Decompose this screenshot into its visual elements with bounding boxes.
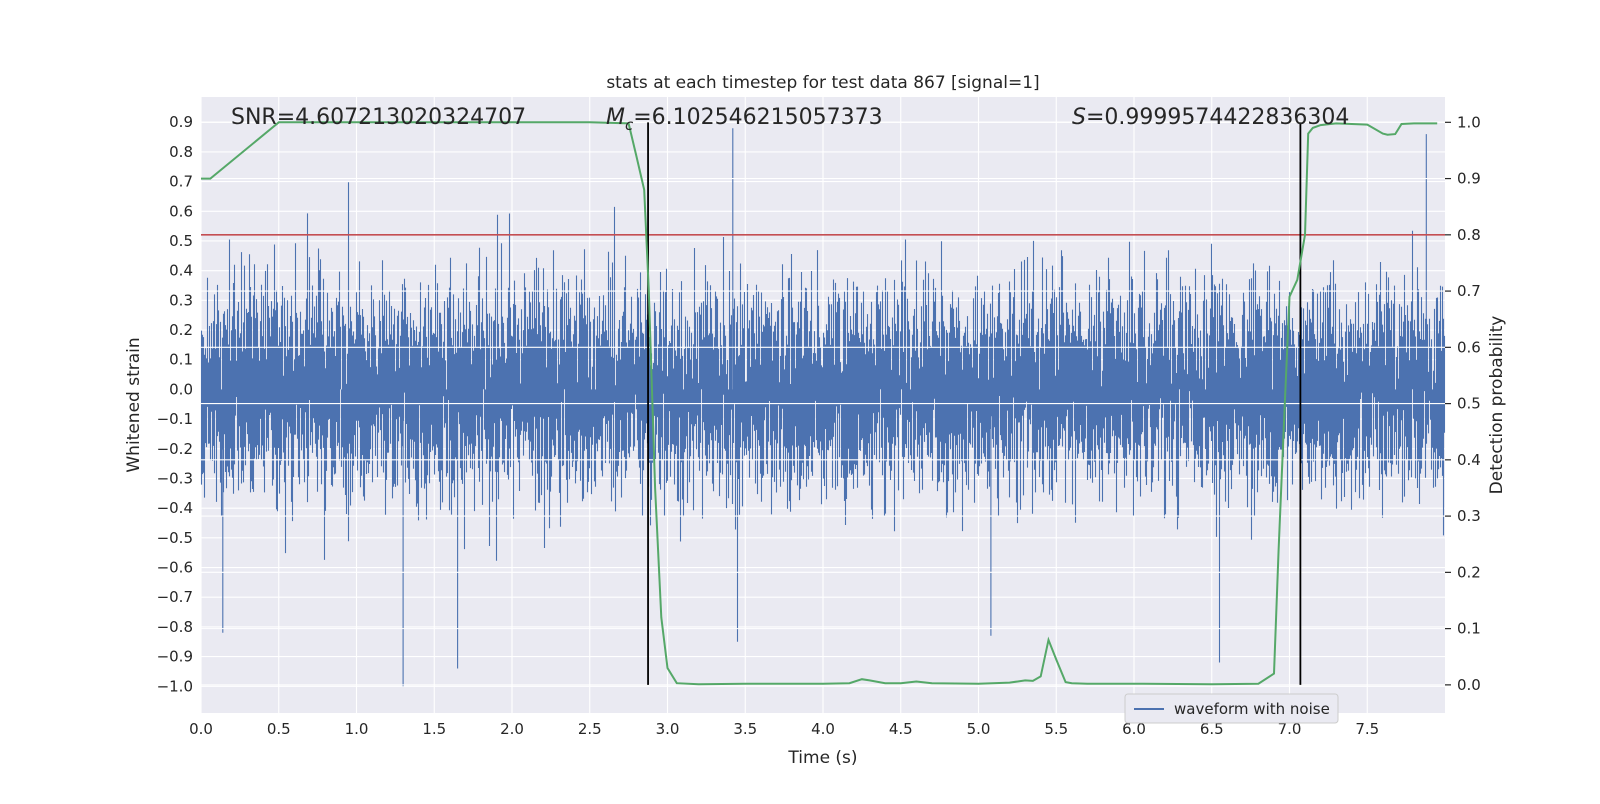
x-tick-label: 0.0	[189, 720, 213, 738]
x-tick-label: 6.5	[1200, 720, 1224, 738]
chirp-mass-annotation: Mc=6.102546215057373	[606, 105, 883, 134]
y-tick-label: 0.8	[169, 143, 193, 161]
y2-tick-label: 0.1	[1457, 620, 1481, 638]
y-tick-label: 0.4	[169, 262, 193, 280]
y-tick-label: 0.5	[169, 232, 193, 250]
x-tick-label: 2.5	[578, 720, 602, 738]
y-tick-label: −0.8	[157, 618, 193, 636]
x-axis-label: Time (s)	[787, 748, 857, 768]
y-tick-label: −0.1	[157, 410, 193, 428]
chirp-mass-value: =6.102546215057373	[633, 105, 882, 130]
x-tick-label: 4.0	[811, 720, 835, 738]
y2-tick-label: 0.5	[1457, 395, 1481, 413]
y2-tick-label: 0.7	[1457, 282, 1481, 300]
y-tick-label: 0.3	[169, 291, 193, 309]
legend: waveform with noise	[1124, 693, 1339, 724]
x-tick-label: 5.0	[967, 720, 991, 738]
y-tick-label: 0.9	[169, 113, 193, 131]
y-tick-label: −0.6	[157, 559, 193, 577]
x-tick-label: 2.0	[500, 720, 524, 738]
y2-tick-label: 0.4	[1457, 451, 1481, 469]
y-tick-label: 0.2	[169, 321, 193, 339]
x-tick-label: 7.0	[1278, 720, 1302, 738]
y2-tick-label: 0.2	[1457, 563, 1481, 581]
x-tick-label: 1.0	[345, 720, 369, 738]
x-tick-label: 1.5	[422, 720, 446, 738]
y-tick-label: −0.4	[157, 499, 193, 517]
y-tick-label: −0.9	[157, 648, 193, 666]
detection-probability-series	[201, 121, 1438, 686]
x-tick-label: 5.5	[1044, 720, 1068, 738]
y-tick-label: −0.7	[157, 588, 193, 606]
score-value: =0.9999574422836304	[1086, 105, 1349, 130]
y2-tick-label: 0.3	[1457, 507, 1481, 525]
y-axis-label: Whitened strain	[124, 337, 144, 472]
x-tick-label: 0.5	[267, 720, 291, 738]
chirp-mass-symbol: M	[606, 105, 625, 130]
y2-tick-label: 0.0	[1457, 676, 1481, 694]
x-tick-label: 7.5	[1355, 720, 1379, 738]
y-tick-label: 0.1	[169, 351, 193, 369]
chart-title: stats at each timestep for test data 867…	[606, 73, 1039, 93]
axis-layer: 0.0 0.5 1.0 1.5 2.0 2.5 3.0 3.5 4.0 4.5 5.0 5.5 6.0 6…	[157, 113, 1481, 738]
score-symbol: S	[1072, 105, 1086, 130]
y-tick-label: 0.6	[169, 202, 193, 220]
y2-tick-label: 0.8	[1457, 226, 1481, 244]
snr-annotation: SNR=4.607213020324707	[231, 105, 526, 130]
overlay-layer	[201, 121, 1445, 686]
legend-frame	[1124, 693, 1339, 724]
chirp-mass-subscript: c	[625, 116, 634, 134]
waveform-series	[200, 128, 1446, 687]
x-tick-label: 6.0	[1122, 720, 1146, 738]
y-tick-label: 0.7	[169, 173, 193, 191]
y2-tick-label: 0.9	[1457, 170, 1481, 188]
waveform-layer	[200, 128, 1446, 687]
y-tick-label: −1.0	[157, 677, 193, 695]
y2-tick-label: 1.0	[1457, 113, 1481, 131]
y-tick-label: 0.0	[169, 380, 193, 398]
y2-tick-label: 0.6	[1457, 338, 1481, 356]
x-tick-label: 3.5	[733, 720, 757, 738]
score-annotation: S=0.9999574422836304	[1072, 105, 1349, 130]
x-tick-label: 3.0	[656, 720, 680, 738]
y2-axis-label: Detection probability	[1487, 316, 1507, 495]
y-tick-label: −0.2	[157, 440, 193, 458]
y-tick-label: −0.3	[157, 469, 193, 487]
y-tick-label: −0.5	[157, 529, 193, 547]
legend-entry-waveform: waveform with noise	[1174, 700, 1330, 718]
x-tick-label: 4.5	[889, 720, 913, 738]
